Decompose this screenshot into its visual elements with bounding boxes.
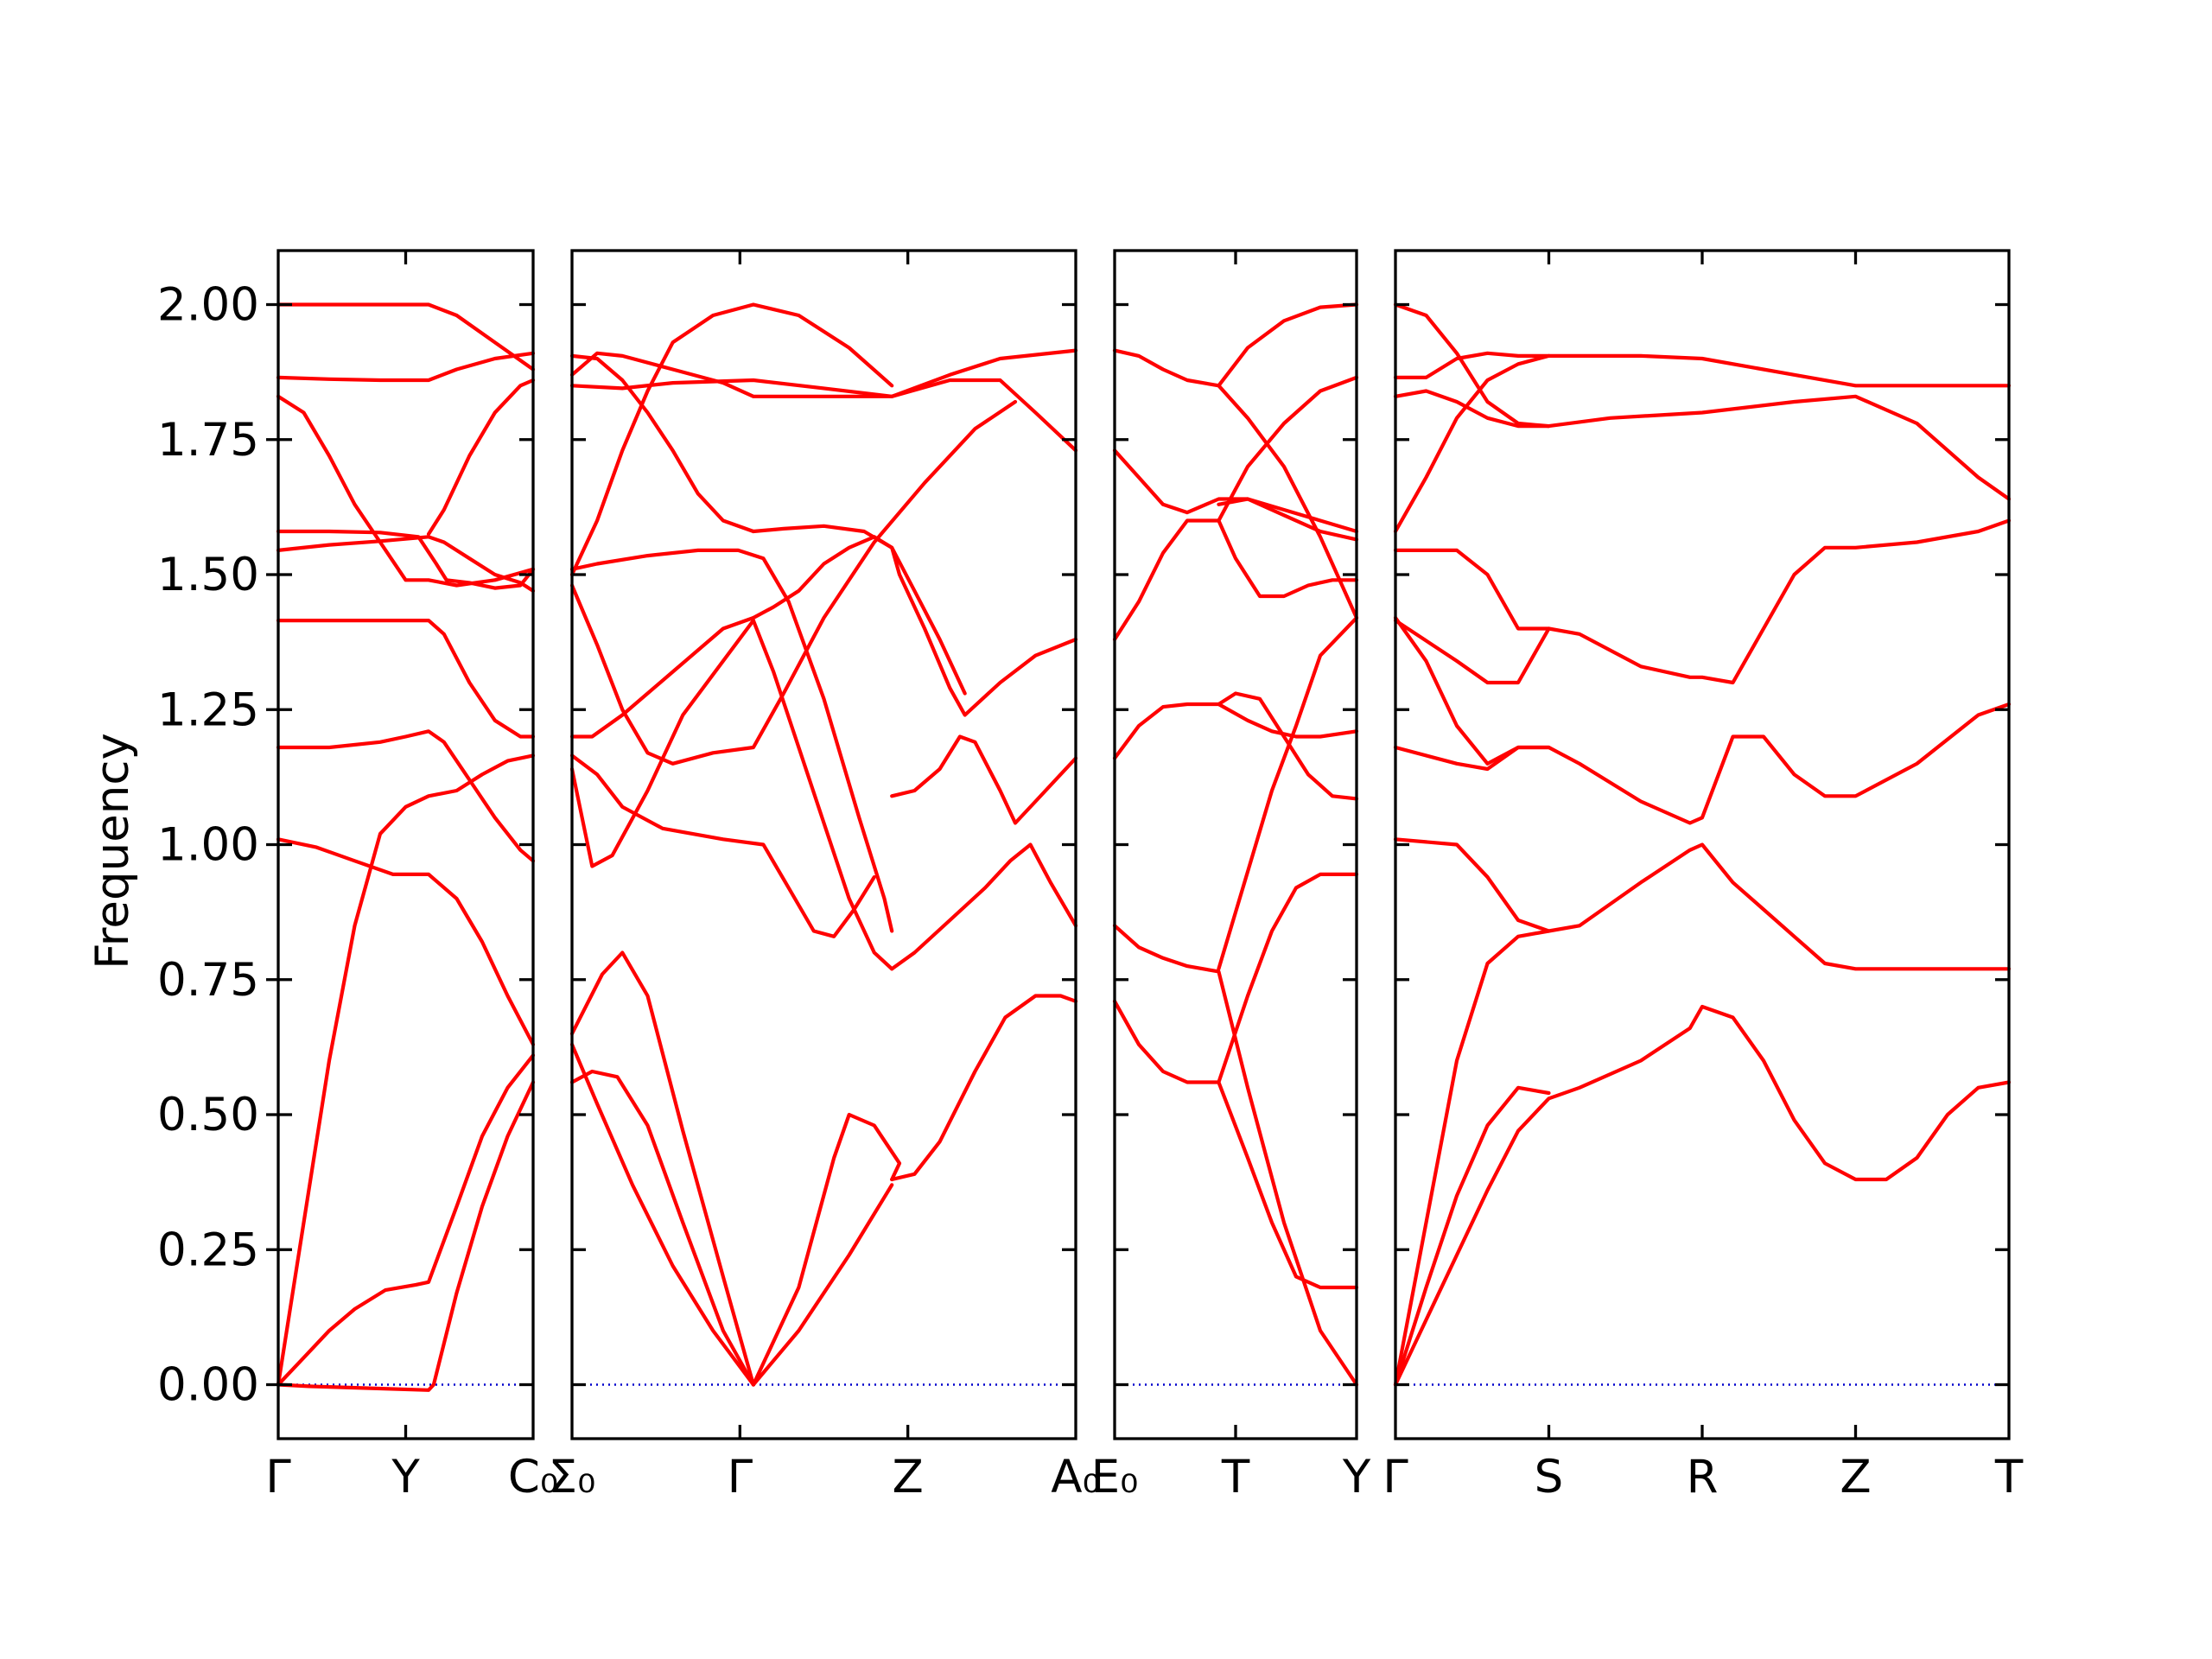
- x-tick-label: R: [1687, 1451, 1719, 1503]
- band-2-1: [569, 1042, 755, 1387]
- band-2-16: [890, 734, 1078, 825]
- band-1-8: [276, 529, 536, 590]
- band-3-5: [1112, 702, 1359, 760]
- panel-frame: [1113, 249, 1358, 1440]
- band-1-1: [276, 1080, 536, 1392]
- band-2-12: [751, 535, 1078, 717]
- band-2-11: [751, 619, 894, 971]
- band-1-12: [426, 378, 536, 537]
- band-4-12: [1393, 302, 1551, 429]
- band-2-14: [890, 994, 1078, 1182]
- x-tick-label: T: [1994, 1451, 2024, 1503]
- band-3-9: [1217, 497, 1359, 542]
- y-tick-label: 0.25: [157, 1224, 259, 1276]
- y-tick-label: 0.00: [157, 1359, 259, 1412]
- panel-2: Σ₀ Γ Z A₀: [549, 249, 1101, 1503]
- band-3-11: [1217, 302, 1359, 388]
- y-tick-label: 1.00: [157, 819, 259, 872]
- band-1-10: [276, 351, 536, 383]
- band-2-9: [751, 1112, 902, 1387]
- band-1-6: [276, 619, 536, 739]
- band-1-11: [276, 302, 536, 372]
- band-3-12: [1217, 375, 1359, 523]
- band-2-10: [751, 1183, 894, 1387]
- band-2-18: [569, 353, 755, 534]
- y-axis: 0.00 0.25 0.50 0.75 1.00 1.25 1.50 1.75 2.00: [157, 279, 278, 1412]
- band-4-11: [1393, 351, 1551, 379]
- band-1-2: [276, 1053, 536, 1387]
- band-2-20: [569, 302, 894, 577]
- panel-frame: [570, 249, 1077, 1440]
- y-tick-label: 1.25: [157, 683, 259, 736]
- y-tick-label: 1.75: [157, 414, 259, 467]
- band-3-7: [1112, 518, 1359, 642]
- band-1-4: [276, 837, 536, 1046]
- band-3-3: [1217, 872, 1359, 1084]
- band-3-1: [1112, 999, 1359, 1290]
- x-tick-label: Z: [1840, 1451, 1871, 1503]
- band-2-7: [569, 399, 1018, 766]
- band-2-8: [569, 548, 894, 933]
- x-tick-label: Y: [391, 1451, 420, 1503]
- band-3-6: [1217, 691, 1359, 801]
- band-2-3: [569, 950, 755, 1387]
- band-2-15: [890, 842, 1078, 971]
- x-tick-label: Z: [893, 1451, 924, 1503]
- panel-frame: [276, 249, 535, 1440]
- band-2-5: [569, 615, 755, 739]
- y-axis-label: Frequency: [86, 733, 139, 969]
- band-4-2: [1393, 1085, 1551, 1387]
- x-tick-label: E₀: [1091, 1451, 1139, 1503]
- band-1-7: [276, 535, 536, 593]
- band-4-7: [1393, 518, 2012, 685]
- band-3-2: [1112, 924, 1359, 1387]
- band-4-10: [1393, 389, 2012, 501]
- band-4-1: [1393, 1004, 2012, 1387]
- band-4-4: [1393, 837, 1551, 933]
- band-2-17: [569, 348, 1078, 398]
- band-2-6: [569, 753, 876, 938]
- y-tick-label: 0.50: [157, 1089, 259, 1141]
- band-2-4: [569, 619, 755, 868]
- y-tick-label: 2.00: [157, 279, 259, 332]
- x-tick-label: Γ: [728, 1451, 753, 1503]
- x-tick-label: Σ₀: [549, 1451, 596, 1503]
- x-tick-label: Y: [1342, 1451, 1371, 1503]
- x-tick-label: A₀: [1051, 1451, 1101, 1503]
- band-4-9: [1393, 353, 2012, 534]
- x-tick-label: Γ: [1382, 1451, 1408, 1503]
- band-2-13: [751, 524, 967, 696]
- band-1-3: [276, 753, 536, 1387]
- band-3-4: [1217, 615, 1359, 971]
- x-tick-label: T: [1221, 1451, 1250, 1503]
- panel-1: Γ Y C₀: [265, 249, 558, 1503]
- panel-3: E₀ T Y: [1091, 249, 1371, 1503]
- band-4-8: [1393, 548, 1551, 631]
- x-tick-label: S: [1535, 1451, 1564, 1503]
- band-2-19: [569, 378, 1078, 453]
- x-tick-label: C₀: [508, 1451, 558, 1503]
- y-tick-label: 1.50: [157, 549, 259, 601]
- band-2-2: [569, 1069, 755, 1387]
- band-4-3: [1393, 842, 2012, 1387]
- band-1-9: [276, 394, 536, 588]
- band-1-5: [276, 729, 536, 863]
- band-4-6: [1393, 615, 1551, 766]
- y-tick-label: 0.75: [157, 954, 259, 1007]
- x-tick-label: Γ: [265, 1451, 291, 1503]
